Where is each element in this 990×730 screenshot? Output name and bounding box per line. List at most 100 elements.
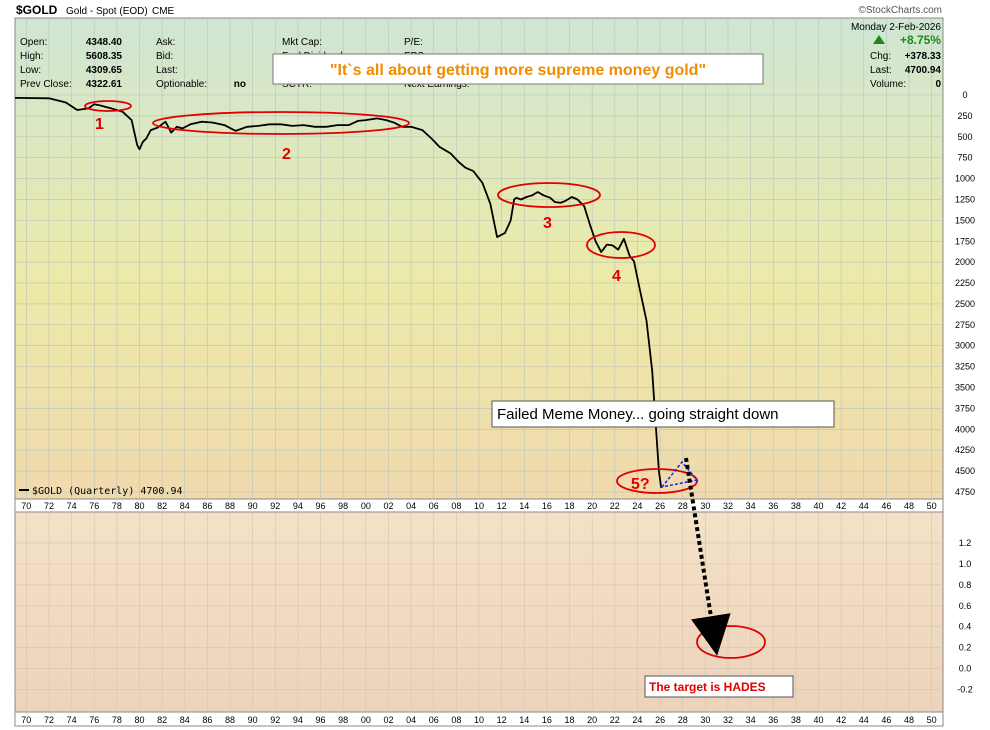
meme-banner [491, 400, 835, 428]
x-tick-label: 16 [542, 501, 552, 511]
annotation-ellipses [84, 100, 766, 659]
x-tick-label: 96 [316, 501, 326, 511]
x-axis-bottom: 70 72 74 76 78 80 82 84 86 88 90 92 94 96 98 00 02 04 06 08… [21, 715, 936, 725]
open-label: Open: [20, 37, 47, 48]
x-tick-label: 28 [678, 715, 688, 725]
x-tick-label: 90 [248, 501, 258, 511]
y-tick-label: 2250 [955, 278, 975, 288]
y-tick-label: 0.4 [959, 622, 972, 632]
date: Monday 2-Feb-2026 [851, 22, 941, 33]
x-tick-label: 08 [451, 715, 461, 725]
x-tick-label: 44 [859, 715, 869, 725]
x-tick-label: 24 [632, 715, 642, 725]
y-tick-label: 2750 [955, 320, 975, 330]
y-tick-label: 3500 [955, 383, 975, 393]
x-tick-label: 06 [429, 501, 439, 511]
x-tick-label: 30 [700, 501, 710, 511]
label-4: 4 [612, 268, 621, 285]
exchange: CME [152, 6, 175, 17]
low-label: Low: [20, 65, 41, 76]
x-tick-label: 44 [859, 501, 869, 511]
x-tick-label: 84 [180, 501, 190, 511]
x-tick-label: 02 [383, 501, 393, 511]
x-tick-label: 36 [768, 715, 778, 725]
price-line [14, 97, 663, 488]
x-tick-label: 24 [632, 501, 642, 511]
y-tick-label: 1.2 [959, 538, 972, 548]
y-tick-label: 4500 [955, 466, 975, 476]
instrument-name: Gold - Spot (EOD) [66, 6, 148, 17]
x-tick-label: 46 [881, 715, 891, 725]
y-tick-label: 0 [962, 90, 967, 100]
y-tick-label: 1750 [955, 236, 975, 246]
optionable-value: no [234, 79, 246, 90]
y-tick-label: 750 [957, 153, 972, 163]
x-tick-label: 78 [112, 501, 122, 511]
y-tick-label: 1500 [955, 215, 975, 225]
x-tick-label: 90 [248, 715, 258, 725]
brand-logo: ©StockCharts.com [858, 5, 942, 16]
y-tick-label: 2500 [955, 299, 975, 309]
x-tick-label: 96 [316, 715, 326, 725]
label-5: 5? [631, 476, 650, 493]
x-tick-label: 86 [202, 715, 212, 725]
x-tick-label: 84 [180, 715, 190, 725]
ellipse-2 [152, 111, 410, 135]
chg-value: +378.33 [905, 51, 942, 62]
x-tick-label: 92 [270, 501, 280, 511]
quote-text: "It`s all about getting more supreme mon… [330, 62, 706, 79]
x-tick-label: 76 [89, 501, 99, 511]
x-tick-label: 20 [587, 715, 597, 725]
x-tick-label: 26 [655, 715, 665, 725]
x-tick-label: 82 [157, 501, 167, 511]
x-tick-label: 48 [904, 501, 914, 511]
ellipse-5 [616, 468, 698, 494]
lower-grid [15, 512, 943, 712]
x-tick-label: 88 [225, 715, 235, 725]
chg-label: Chg: [870, 51, 891, 62]
x-tick-label: 74 [67, 501, 77, 511]
label-1: 1 [95, 116, 104, 133]
open-value: 4348.40 [86, 37, 123, 48]
x-tick-label: 94 [293, 715, 303, 725]
x-tick-label: 50 [927, 715, 937, 725]
x-tick-label: 98 [338, 715, 348, 725]
x-tick-label: 14 [519, 715, 529, 725]
y-tick-label: 0.0 [959, 664, 972, 674]
x-tick-label: 42 [836, 715, 846, 725]
price-y-axis: 0 250 500 750 1000 1250 1500 1750 2000 2250 2500 27… [955, 90, 975, 497]
x-tick-label: 76 [89, 715, 99, 725]
x-axis-top: 70 72 74 76 78 80 82 84 86 88 90 92 94 96 98 00 02 04 06 08… [21, 501, 936, 511]
x-tick-label: 70 [21, 715, 31, 725]
last-price-label: Last: [870, 65, 892, 76]
x-tick-label: 88 [225, 501, 235, 511]
x-tick-label: 22 [610, 501, 620, 511]
high-value: 5608.35 [86, 51, 123, 62]
x-tick-label: 18 [565, 501, 575, 511]
x-tick-label: 20 [587, 501, 597, 511]
x-tick-label: 34 [746, 715, 756, 725]
x-tick-label: 34 [746, 501, 756, 511]
x-tick-label: 86 [202, 501, 212, 511]
x-tick-label: 78 [112, 715, 122, 725]
y-tick-label: 1000 [955, 174, 975, 184]
y-tick-label: 0.8 [959, 580, 972, 590]
mktcap-label: Mkt Cap: [282, 37, 322, 48]
x-tick-label: 04 [406, 501, 416, 511]
x-tick-label: 12 [497, 501, 507, 511]
ellipse-4 [586, 231, 656, 259]
x-tick-label: 80 [134, 715, 144, 725]
change-pct: +8.75% [900, 33, 941, 47]
x-tick-label: 00 [361, 501, 371, 511]
label-3: 3 [543, 215, 552, 232]
x-tick-label: 72 [44, 715, 54, 725]
y-tick-label: 250 [957, 111, 972, 121]
prev-close-value: 4322.61 [86, 79, 123, 90]
hades-banner [644, 675, 794, 698]
x-tick-label: 38 [791, 501, 801, 511]
optionable-label: Optionable: [156, 79, 207, 90]
x-tick-label: 46 [881, 501, 891, 511]
x-tick-label: 30 [700, 715, 710, 725]
y-tick-label: 4000 [955, 424, 975, 434]
x-tick-label: 18 [565, 715, 575, 725]
